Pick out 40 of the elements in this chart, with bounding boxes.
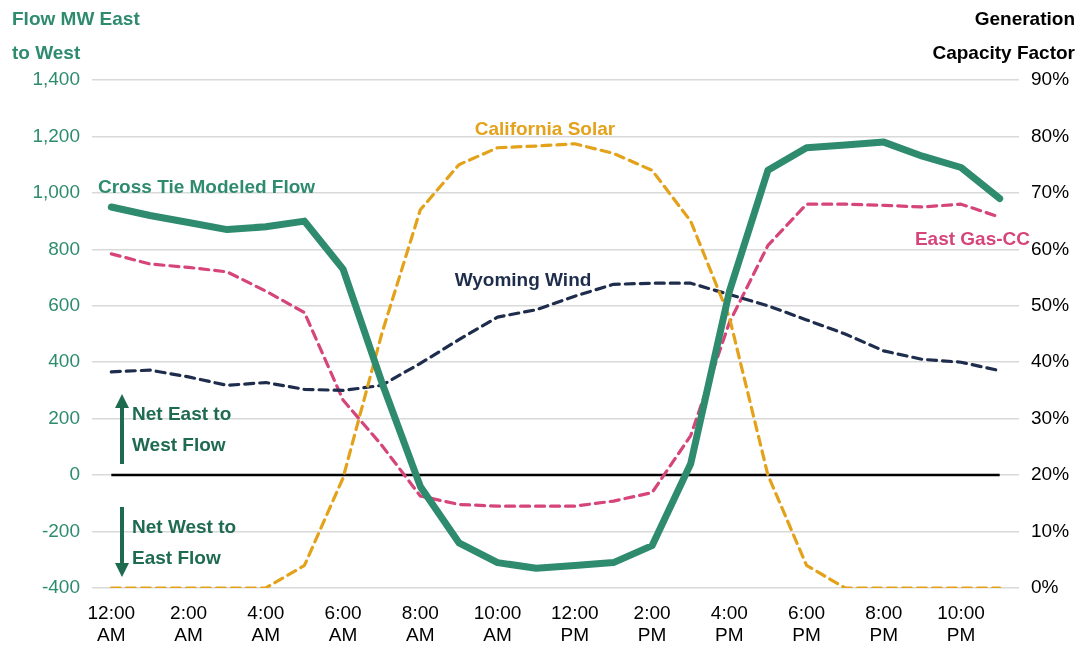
- y-tick-label: 800: [48, 237, 80, 259]
- x-tick-label: 4:00 PM: [710, 601, 748, 646]
- y-tick-label: -400: [41, 576, 80, 598]
- x-tick-label: 12:00 PM: [551, 601, 599, 646]
- y2-tick-label: 40%: [1031, 350, 1070, 372]
- y-tick-label: 400: [48, 350, 80, 372]
- series-label: California Solar: [474, 118, 616, 140]
- y-axis-title: Flow MW East to West: [12, 7, 141, 65]
- x-tick-label: 2:00 PM: [633, 601, 671, 646]
- series-label: East Gas-CC: [914, 228, 1031, 250]
- annotation: Net East to West Flow: [132, 402, 233, 457]
- y2-tick-label: 50%: [1031, 294, 1070, 316]
- x-tick-label: 10:00 PM: [937, 601, 985, 646]
- y2-axis-title: Generation Capacity Factor: [931, 7, 1075, 65]
- y2-tick-label: 0%: [1031, 576, 1059, 598]
- series-label: Wyoming Wind: [454, 269, 592, 291]
- x-tick-label: 10:00 AM: [473, 601, 522, 646]
- x-tick-label: 6:00 PM: [788, 601, 826, 646]
- y2-tick-label: 60%: [1031, 237, 1070, 259]
- y-tick-label: -200: [41, 519, 80, 541]
- y-tick-label: 1,000: [32, 181, 80, 203]
- x-tick-label: 6:00 AM: [324, 601, 362, 646]
- annotation: Net West to East Flow: [132, 515, 238, 570]
- y2-tick-label: 10%: [1031, 519, 1070, 541]
- x-tick-label: 8:00 PM: [865, 601, 903, 646]
- series-label: Cross Tie Modeled Flow: [98, 176, 316, 198]
- x-tick-label: 12:00 AM: [87, 601, 136, 646]
- y-tick-label: 1,400: [32, 68, 80, 90]
- x-tick-label: 2:00 AM: [170, 601, 208, 646]
- y2-tick-label: 90%: [1031, 68, 1070, 90]
- y2-tick-label: 30%: [1031, 406, 1070, 428]
- y2-tick-label: 80%: [1031, 124, 1070, 146]
- y-tick-label: 600: [48, 294, 80, 316]
- x-tick-label: 8:00 AM: [401, 601, 439, 646]
- x-tick-label: 4:00 AM: [247, 601, 285, 646]
- y2-tick-label: 70%: [1031, 181, 1070, 203]
- y-tick-label: 1,200: [32, 124, 80, 146]
- y-tick-label: 0: [69, 463, 80, 485]
- y-tick-label: 200: [48, 406, 80, 428]
- y2-tick-label: 20%: [1031, 463, 1070, 485]
